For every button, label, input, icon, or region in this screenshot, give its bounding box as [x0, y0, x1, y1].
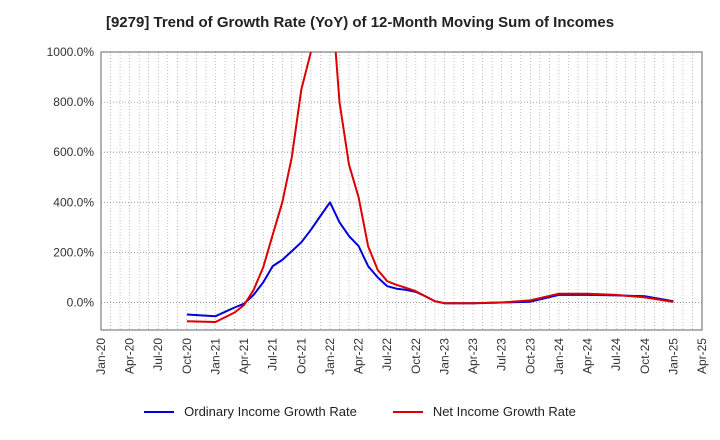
- legend-swatch-ordinary: [144, 410, 175, 413]
- legend-swatch-net: [392, 410, 423, 413]
- x-tick-label: Oct-22: [409, 338, 423, 374]
- x-tick-label: Apr-20: [123, 338, 137, 374]
- plot-border: [100, 51, 703, 331]
- x-tick-label: Apr-24: [581, 338, 595, 374]
- x-tick-label: Jul-22: [380, 338, 394, 371]
- series-line-net: [186, 52, 674, 323]
- x-tick-label: Jan-20: [94, 338, 108, 375]
- legend-item-ordinary: Ordinary Income Growth Rate: [144, 404, 357, 419]
- y-tick-label: 600.0%: [53, 145, 94, 159]
- x-tick-label: Apr-21: [237, 338, 251, 374]
- x-tick-label: Oct-23: [523, 338, 537, 374]
- x-tick-label: Jul-23: [495, 338, 509, 371]
- x-tick-label: Apr-23: [466, 338, 480, 374]
- x-tick-label: Jan-24: [552, 338, 566, 375]
- x-tick-label: Jan-25: [666, 338, 680, 375]
- legend-label-ordinary: Ordinary Income Growth Rate: [184, 404, 357, 419]
- legend-label-net: Net Income Growth Rate: [432, 404, 576, 419]
- x-tick-label: Apr-22: [352, 338, 366, 374]
- x-tick-label: Jan-23: [437, 338, 451, 375]
- x-tick-label: Jul-24: [609, 338, 623, 371]
- chart-title: [9279] Trend of Growth Rate (YoY) of 12-…: [105, 14, 615, 31]
- x-tick-label: Oct-24: [638, 338, 652, 374]
- y-tick-label: 200.0%: [53, 245, 94, 259]
- y-tick-label: 800.0%: [53, 95, 94, 109]
- x-tick-label: Jul-21: [266, 338, 280, 371]
- x-tick-label: Jan-21: [208, 338, 222, 375]
- y-tick-label: 1000.0%: [47, 45, 95, 59]
- y-tick-label: 0.0%: [67, 295, 95, 309]
- x-tick-label: Jul-20: [151, 338, 165, 371]
- x-tick-label: Oct-21: [294, 338, 308, 374]
- x-tick-label: Apr-25: [695, 338, 709, 374]
- y-tick-label: 400.0%: [53, 195, 94, 209]
- x-tick-label: Oct-20: [180, 338, 194, 374]
- legend-item-net: Net Income Growth Rate: [392, 404, 576, 419]
- x-tick-label: Jan-22: [323, 338, 337, 375]
- legend: Ordinary Income Growth Rate Net Income G…: [0, 404, 720, 419]
